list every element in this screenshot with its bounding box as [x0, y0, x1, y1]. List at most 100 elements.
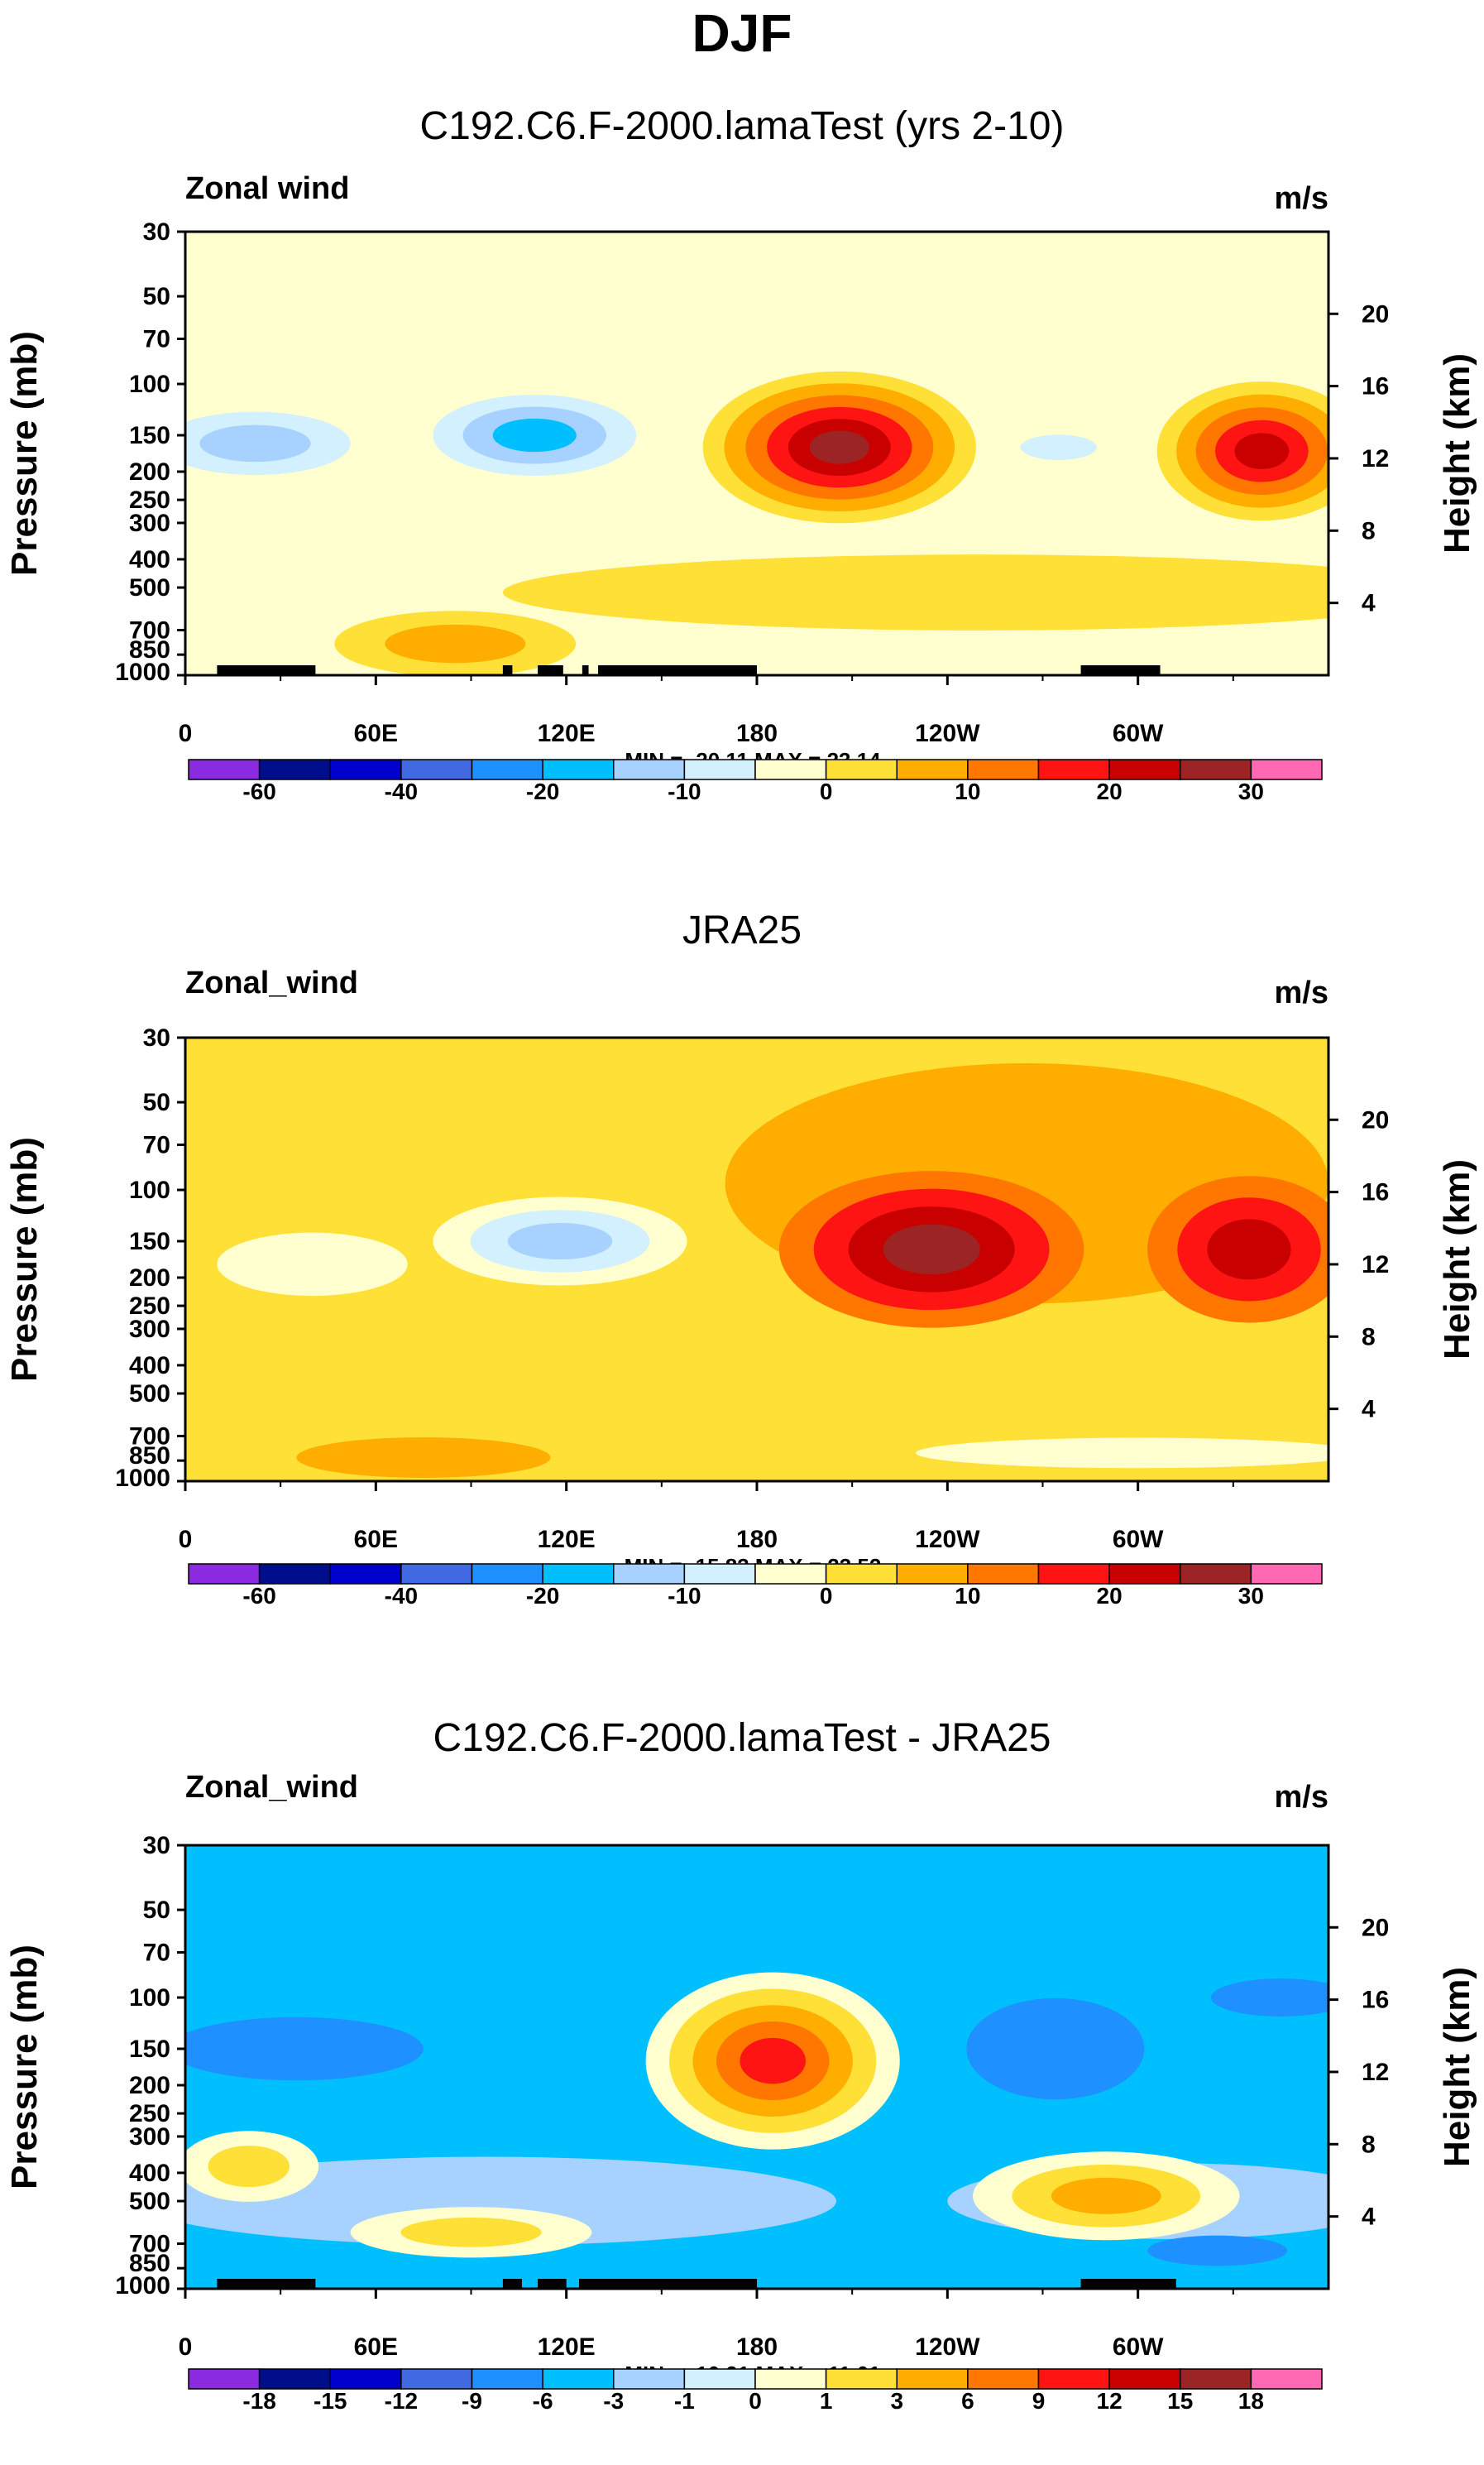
- colorbar-box: [613, 1563, 686, 1585]
- chart-panel-1: C192.C6.F-2000.lamaTest (yrs 2-10) Zonal …: [4, 104, 1477, 804]
- x-tick-label: 120W: [915, 720, 980, 747]
- colorbar-label: -10: [668, 1583, 701, 1609]
- pressure-tick-label: 100: [129, 1984, 170, 2012]
- pressure-tick-label: 100: [129, 1177, 170, 1204]
- pressure-tick-label: 700: [129, 1422, 170, 1450]
- x-tick-label: 0: [179, 720, 193, 747]
- x-tick-label: 60W: [1113, 720, 1164, 747]
- colorbar-box: [967, 759, 1040, 780]
- x-tick-label: 60E: [354, 2333, 398, 2361]
- x-tick-label: 120E: [538, 2333, 596, 2361]
- pressure-tick-label: 500: [129, 1380, 170, 1408]
- colorbar-label: 0: [820, 779, 833, 804]
- land-mask: [582, 665, 589, 675]
- x-tick-label: 0: [179, 2333, 193, 2361]
- x-tick-label: 0: [179, 1526, 193, 1553]
- pressure-tick-label: 700: [129, 616, 170, 644]
- colorbar-label: 20: [1097, 779, 1123, 804]
- colorbar-box: [613, 2368, 686, 2390]
- pressure-tick-label: 850: [129, 2250, 170, 2277]
- colorbar-box: [1037, 2368, 1110, 2390]
- height-tick-label: 12: [1362, 2059, 1389, 2086]
- colorbar-box: [825, 759, 898, 780]
- colorbar-label: -15: [314, 2388, 347, 2414]
- contour-region: [400, 2217, 542, 2247]
- contour-field: [185, 1038, 1328, 1481]
- colorbar-label: 15: [1167, 2388, 1193, 2414]
- pressure-tick-label: 100: [129, 371, 170, 398]
- colorbar-box: [967, 1563, 1040, 1585]
- colorbar-box: [258, 759, 331, 780]
- colorbar-label: -3: [603, 2388, 624, 2414]
- height-tick-label: 12: [1362, 445, 1389, 472]
- pressure-tick-label: 250: [129, 487, 170, 514]
- pressure-tick-label: 400: [129, 2160, 170, 2187]
- colorbar-box: [542, 1563, 615, 1585]
- pressure-tick-label: 1000: [115, 659, 170, 686]
- height-tick-label: 16: [1362, 1179, 1389, 1206]
- page-title: DJF: [692, 3, 792, 63]
- colorbar-label: -1: [674, 2388, 695, 2414]
- colorbar-box: [471, 759, 543, 780]
- x-tick-label: 120E: [538, 1526, 596, 1553]
- land-mask: [217, 2279, 316, 2289]
- colorbar-box: [258, 1563, 331, 1585]
- height-tick-label: 4: [1362, 590, 1376, 617]
- pressure-tick-label: 850: [129, 636, 170, 664]
- colorbar-box: [188, 2368, 261, 2390]
- pressure-tick-label: 30: [143, 218, 170, 246]
- land-mask: [502, 2279, 522, 2289]
- colorbar: -60 -40 -20 -10 0 10 20 30: [188, 1563, 1323, 1609]
- height-tick-label: 8: [1362, 517, 1376, 544]
- land-mask: [538, 2279, 567, 2289]
- y-axis-title: Pressure (mb): [4, 1137, 45, 1382]
- contour-region: [199, 424, 311, 463]
- x-tick-label: 60W: [1113, 2333, 1164, 2361]
- pressure-tick-label: 850: [129, 1442, 170, 1470]
- pressure-tick-label: 200: [129, 458, 170, 486]
- contour-region: [503, 554, 1328, 631]
- colorbar-box: [400, 2368, 473, 2390]
- contour-region: [1210, 1978, 1328, 2017]
- pressure-tick-label: 30: [143, 1024, 170, 1052]
- colorbar-label: 30: [1238, 1583, 1264, 1609]
- contour-region: [883, 1224, 980, 1275]
- colorbar-box: [329, 759, 402, 780]
- chart-title: JRA25: [682, 909, 802, 952]
- pressure-tick-label: 400: [129, 1352, 170, 1379]
- colorbar-box: [1180, 759, 1252, 780]
- x-tick-label: 180: [736, 720, 778, 747]
- colorbar-label: -20: [526, 1583, 559, 1609]
- pressure-tick-label: 500: [129, 574, 170, 602]
- colorbar-label: -18: [242, 2388, 275, 2414]
- colorbar-box: [258, 2368, 331, 2390]
- colorbar-box: [896, 759, 969, 780]
- colorbar-box: [754, 2368, 827, 2390]
- pressure-tick-label: 300: [129, 510, 170, 537]
- chart-title: C192.C6.F-2000.lamaTest (yrs 2-10): [420, 104, 1065, 148]
- colorbar-label: -9: [462, 2388, 482, 2414]
- contour-region: [280, 232, 1107, 270]
- colorbar-box: [1108, 2368, 1181, 2390]
- x-tick-label: 120E: [538, 720, 596, 747]
- colorbar-box: [542, 2368, 615, 2390]
- colorbar-box: [754, 1563, 827, 1585]
- pressure-tick-label: 250: [129, 1292, 170, 1320]
- colorbar: -18 -15 -12 -9 -6 -3 -1 0 1 3 6 9 12 15 18: [188, 2368, 1323, 2414]
- colorbar-label: -6: [533, 2388, 553, 2414]
- colorbar-box: [400, 1563, 473, 1585]
- pressure-tick-label: 200: [129, 2072, 170, 2099]
- x-tick-label: 60E: [354, 1526, 398, 1553]
- colorbar-label: -12: [385, 2388, 418, 2414]
- colorbar-label: 10: [955, 1583, 980, 1609]
- height-tick-label: 4: [1362, 1396, 1376, 1423]
- colorbar-label: -40: [385, 779, 418, 804]
- x-tick-label: 180: [736, 1526, 778, 1553]
- land-mask: [538, 665, 563, 675]
- pressure-tick-label: 1000: [115, 2272, 170, 2300]
- contour-region: [296, 1437, 551, 1478]
- pressure-tick-label: 150: [129, 1228, 170, 1255]
- colorbar-box: [896, 1563, 969, 1585]
- pressure-tick-label: 30: [143, 1832, 170, 1859]
